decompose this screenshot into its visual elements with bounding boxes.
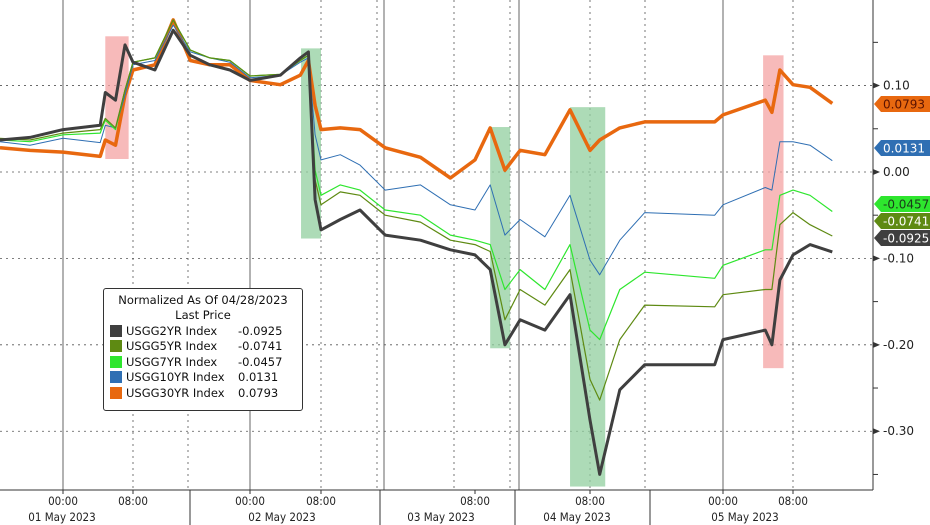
x-tick-label: 08:00 <box>778 494 808 508</box>
legend-last-price: -0.0457 <box>238 354 283 369</box>
y-tick-label: -0.20 <box>883 338 914 352</box>
date-label: 01 May 2023 <box>28 510 95 524</box>
date-label: 02 May 2023 <box>248 510 315 524</box>
tag-shape <box>874 196 930 212</box>
tag-value: -0.0741 <box>883 215 929 229</box>
last-price-tag: -0.0457 <box>874 196 930 212</box>
y-tick-arrow <box>873 341 880 348</box>
legend-swatch <box>110 340 122 353</box>
legend-last-price: -0.0925 <box>238 323 283 338</box>
legend-series-name: USGG5YR Index <box>126 339 218 354</box>
y-tick-label: -0.10 <box>883 251 914 265</box>
legend-series-name: USGG2YR Index <box>126 323 218 338</box>
legend-title: Normalized As Of 04/28/2023 <box>118 293 288 307</box>
last-price-tag: 0.0793 <box>874 96 930 112</box>
last-price-tag: 0.0131 <box>874 140 930 156</box>
legend-series-name: USGG7YR Index <box>126 354 218 369</box>
legend-item: USGG2YR Index -0.0925 <box>110 323 296 339</box>
highlight-region <box>570 107 606 487</box>
last-price-tag: -0.0925 <box>874 230 930 246</box>
highlight-regions <box>105 36 784 487</box>
y-tick-label: 0.00 <box>883 165 910 179</box>
date-label: 03 May 2023 <box>407 510 474 524</box>
series-lines <box>0 18 834 476</box>
x-tick-label: 00:00 <box>48 494 78 508</box>
legend-rows: USGG2YR Index -0.0925 USGG5YR Index -0.0741… <box>110 323 296 401</box>
legend-swatch <box>110 371 122 384</box>
legend-subtitle: Last Price <box>175 308 231 322</box>
tag-shape <box>874 230 930 246</box>
legend-series-name: USGG10YR Index <box>126 370 225 385</box>
date-label: 04 May 2023 <box>543 510 610 524</box>
tag-value: -0.0457 <box>883 198 929 212</box>
series-line-usgg30yr <box>0 18 834 180</box>
y-tick-arrow <box>873 255 880 262</box>
legend-item: USGG7YR Index -0.0457 <box>110 354 296 370</box>
x-tick-label: 00:00 <box>235 494 265 508</box>
series-line-usgg5yr <box>0 19 833 401</box>
tag-value: 0.0793 <box>883 98 925 112</box>
x-tick-label: 08:00 <box>118 494 148 508</box>
y-tick-arrow <box>873 168 880 175</box>
legend-swatch <box>110 355 122 368</box>
last-price-tag: -0.0741 <box>874 213 930 229</box>
tag-value: 0.0131 <box>883 142 925 156</box>
tag-shape <box>874 96 930 112</box>
legend: Normalized As Of 04/28/2023 Last Price U… <box>103 288 303 411</box>
y-tick-label: 0.10 <box>883 79 910 93</box>
legend-series-name: USGG30YR Index <box>126 385 225 400</box>
x-tick-label: 08:00 <box>306 494 336 508</box>
x-tick-label: 08:00 <box>575 494 605 508</box>
x-axis: 00:00 08:00 00:00 08:00 08:00 08:00 00:00 08:00… <box>0 489 873 525</box>
y-axis: 0.10 0.00 -0.10 -0.20 -0.30 <box>872 0 914 490</box>
series-line-usgg2yr <box>0 28 833 476</box>
y-tick-arrow <box>873 428 880 435</box>
series-line-usgg10yr <box>0 24 833 276</box>
y-tick-label: -0.30 <box>883 424 914 438</box>
y-tick-arrow <box>873 82 880 89</box>
legend-last-price: 0.0131 <box>238 370 279 385</box>
legend-item: USGG5YR Index -0.0741 <box>110 339 296 355</box>
tag-shape <box>874 213 930 229</box>
x-tick-label: 00:00 <box>708 494 738 508</box>
tag-shape <box>874 140 930 156</box>
legend-last-price: 0.0793 <box>238 385 279 400</box>
legend-last-price: -0.0741 <box>238 339 283 354</box>
legend-swatch <box>110 324 122 337</box>
tag-value: -0.0925 <box>883 232 929 246</box>
legend-item: USGG30YR Index 0.0793 <box>110 385 296 401</box>
x-tick-label: 08:00 <box>460 494 490 508</box>
legend-swatch <box>110 386 122 399</box>
date-label: 05 May 2023 <box>711 510 778 524</box>
last-price-tags: -0.0925 -0.0741 -0.0457 0.0131 0.0793 <box>874 96 930 246</box>
legend-item: USGG10YR Index 0.0131 <box>110 370 296 386</box>
